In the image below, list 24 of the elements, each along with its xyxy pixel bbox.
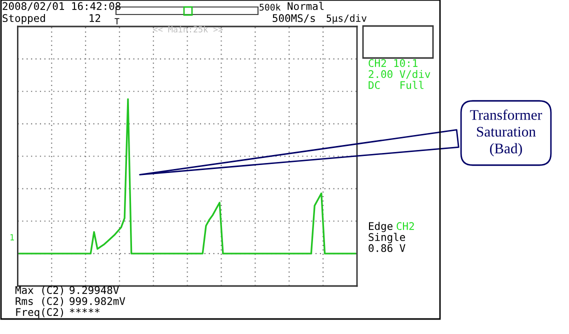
text: Transformer Saturation (Bad) (470, 109, 542, 156)
text: << Main:25k >> (153, 26, 223, 32)
text: ***** (70, 308, 100, 313)
text: 1 (10, 234, 14, 240)
text: CH2 10:1 (368, 59, 418, 68)
text: Stopped (2, 14, 45, 24)
text: 2.00 V/div (368, 70, 430, 79)
text: Max (C2) (15, 286, 64, 296)
text: T (114, 18, 120, 24)
text: 9.29948V (70, 286, 119, 294)
text: 500k (260, 4, 281, 11)
text: 0.86 V (368, 244, 406, 252)
text: Normal (288, 2, 324, 10)
text: 2008/02/01 16:42:08 (2, 2, 120, 11)
text: 500MS/s (272, 14, 315, 23)
text: DC Full (368, 80, 424, 90)
text: 999.982mV (70, 297, 126, 306)
text: Freq(C2) (16, 308, 64, 318)
text: CH2 (396, 222, 414, 230)
text: Rms (C2) (16, 297, 64, 306)
text: Single (368, 232, 406, 244)
text: Edge (369, 222, 392, 232)
text: 12 (90, 14, 100, 22)
text: 5μs/div (326, 14, 366, 24)
